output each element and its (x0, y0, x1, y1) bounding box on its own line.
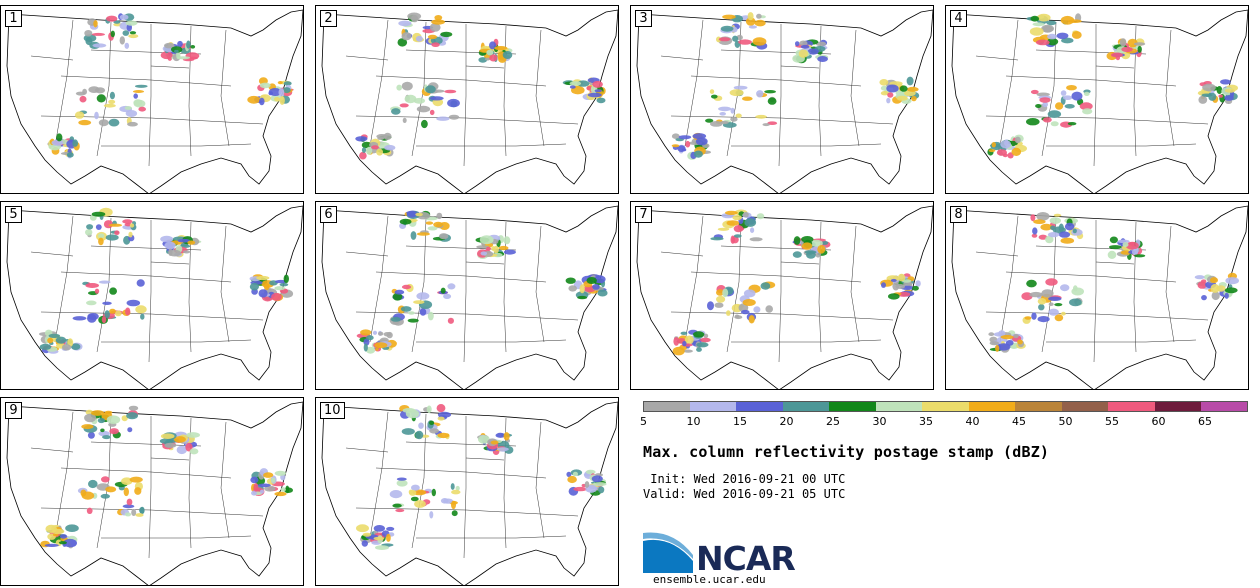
colorbar-swatch (1015, 401, 1062, 412)
panel-number-label: 2 (320, 10, 337, 27)
colorbar-tick-label: 60 (1151, 415, 1166, 428)
panel-number-label: 3 (635, 10, 652, 27)
panel-number-label: 1 (5, 10, 22, 27)
colorbar-tick-label: 25 (826, 415, 840, 428)
ensemble-member-panel[interactable]: 10 (315, 397, 619, 586)
colorbar-tick-label: 35 (919, 415, 933, 428)
ncar-logo (643, 531, 695, 577)
panel-number-label: 4 (950, 10, 967, 27)
ensemble-member-panel[interactable]: 3 (630, 5, 934, 194)
ensemble-member-panel[interactable]: 8 (945, 201, 1249, 390)
panel-number-label: 7 (635, 206, 652, 223)
ncar-logo-text: NCAR (696, 539, 796, 578)
colorbar-tick-label: 40 (965, 415, 980, 428)
ensemble-member-panel[interactable]: 9 (0, 397, 304, 586)
panel-number-label: 10 (320, 402, 345, 419)
colorbar-swatch (922, 401, 969, 412)
ensemble-member-panel[interactable]: 1 (0, 5, 304, 194)
init-time: Init: Wed 2016-09-21 00 UTC (643, 472, 846, 486)
colorbar-swatch (1154, 401, 1201, 412)
colorbar-swatch (736, 401, 783, 412)
colorbar-tick-label: 15 (733, 415, 747, 428)
colorbar-swatch (782, 401, 829, 412)
colorbar-tick-label: 45 (1012, 415, 1026, 428)
colorbar-tick-label: 50 (1058, 415, 1073, 428)
panel-number-label: 5 (5, 206, 22, 223)
ensemble-member-panel[interactable]: 5 (0, 201, 304, 390)
chart-title: Max. column reflectivity postage stamp (… (643, 443, 1050, 461)
colorbar-swatch (1108, 401, 1155, 412)
colorbar-swatch (1201, 401, 1248, 412)
ensemble-member-panel[interactable]: 7 (630, 201, 934, 390)
valid-time: Valid: Wed 2016-09-21 05 UTC (643, 487, 846, 501)
colorbar-swatch (875, 401, 922, 412)
ensemble-member-panel[interactable]: 4 (945, 5, 1249, 194)
ensemble-member-panel[interactable]: 6 (315, 201, 619, 390)
colorbar-tick-label: 10 (686, 415, 701, 428)
colorbar-swatch (643, 401, 690, 412)
colorbar-tick-label: 55 (1105, 415, 1119, 428)
colorbar-swatch (968, 401, 1015, 412)
colorbar-swatch (829, 401, 876, 412)
panel-number-label: 6 (320, 206, 337, 223)
colorbar-tick-label: 20 (779, 415, 794, 428)
colorbar-swatch (689, 401, 736, 412)
colorbar-swatch (1061, 401, 1108, 412)
colorbar-tick-label: 5 (640, 415, 647, 428)
panel-number-label: 8 (950, 206, 967, 223)
panel-number-label: 9 (5, 402, 22, 419)
colorbar (643, 401, 1248, 412)
colorbar-tick-label: 30 (872, 415, 887, 428)
ensemble-url[interactable]: ensemble.ucar.edu (653, 573, 766, 586)
ensemble-member-panel[interactable]: 2 (315, 5, 619, 194)
colorbar-tick-label: 65 (1198, 415, 1212, 428)
